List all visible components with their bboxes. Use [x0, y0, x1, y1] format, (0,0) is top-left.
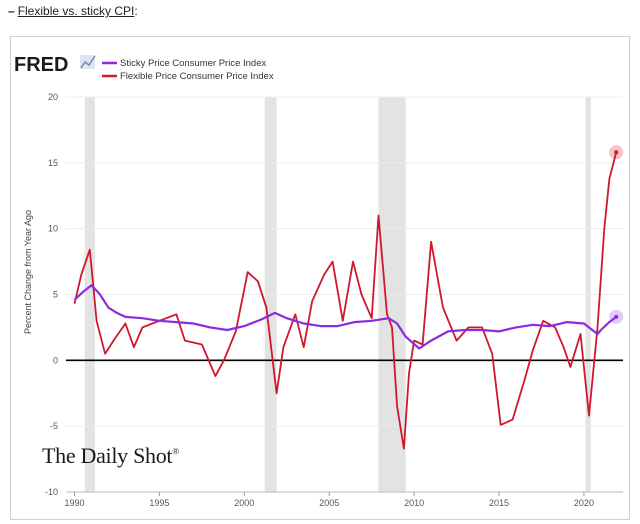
x-tick-label-4: 2010 [404, 498, 424, 508]
chart-legend: Sticky Price Consumer Price Index Flexib… [102, 58, 274, 82]
x-tick-label-0: 1990 [64, 498, 84, 508]
header-link[interactable]: Flexible vs. sticky CPI [18, 4, 135, 18]
series-layer [75, 152, 617, 448]
y-tick-label-6: 20 [48, 92, 58, 102]
x-tick-label-3: 2005 [319, 498, 339, 508]
x-tick-label-6: 2020 [574, 498, 594, 508]
y-axis-label: Percent Change from Year Ago [23, 210, 33, 334]
watermark-text: The Daily Shot [42, 443, 172, 468]
header-suffix: : [134, 4, 137, 18]
grid [66, 97, 623, 492]
daily-shot-watermark: The Daily Shot® [42, 443, 179, 469]
x-tick-label-2: 2000 [234, 498, 254, 508]
y-tick-label-2: 0 [53, 355, 58, 365]
legend-label-flexible: Flexible Price Consumer Price Index [120, 71, 274, 82]
header-dash: – [8, 4, 15, 18]
y-tick-label-5: 15 [48, 158, 58, 168]
y-tick-label-4: 10 [48, 224, 58, 234]
legend-label-sticky: Sticky Price Consumer Price Index [120, 58, 266, 69]
x-tick-label-5: 2015 [489, 498, 509, 508]
fred-logo-graph-icon [80, 55, 95, 69]
watermark-reg: ® [172, 447, 179, 457]
y-tick-label-3: 5 [53, 290, 58, 300]
y-tick-label-1: -5 [50, 421, 58, 431]
fred-logo-text: FRED [14, 54, 68, 76]
flexible-cpi-line [75, 152, 617, 448]
sticky-end-marker [614, 315, 618, 319]
fred-logo: FRED [14, 54, 95, 76]
header-line: – Flexible vs. sticky CPI: [8, 4, 138, 18]
y-tick-label-0: -10 [45, 487, 58, 497]
flexible-end-marker [614, 150, 618, 154]
x-tick-label-1: 1995 [149, 498, 169, 508]
